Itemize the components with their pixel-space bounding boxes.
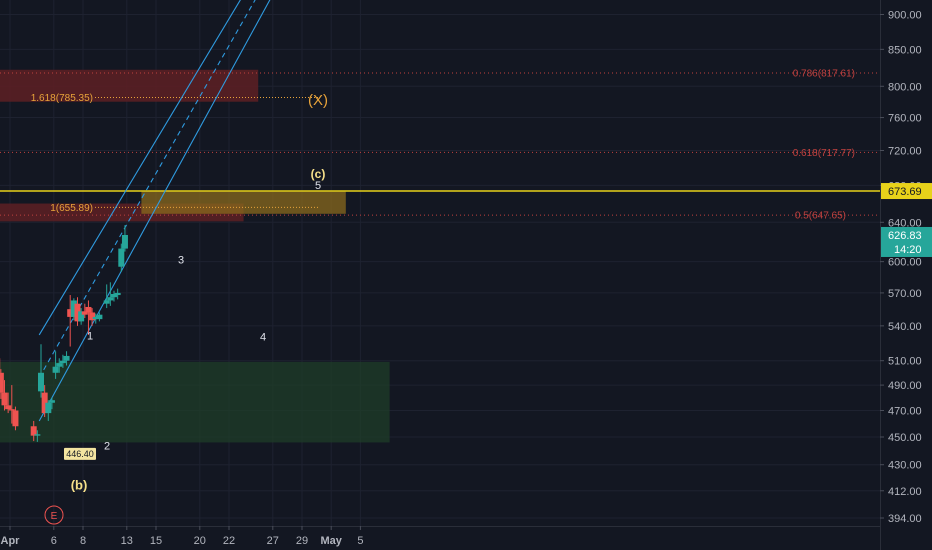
wave-labels-layer: 1 2 3 4 5(c) (X) (b) 446.40 E xyxy=(44,92,328,525)
candle-body xyxy=(48,400,55,403)
candle-body xyxy=(89,312,96,321)
price-tick-label: 510.00 xyxy=(888,356,922,368)
candle-body xyxy=(41,392,48,414)
candle-body xyxy=(30,426,37,436)
wave-label: 5 xyxy=(315,180,321,192)
price-tick-label: 850.00 xyxy=(888,44,922,56)
low-marker-box xyxy=(64,447,96,460)
zone-target xyxy=(141,191,346,214)
candle-body xyxy=(111,293,117,298)
current-price-tag xyxy=(881,226,932,257)
wave-label: (X) xyxy=(308,92,328,109)
time-tick-label: 5 xyxy=(357,535,363,547)
price-tick-label: 900.00 xyxy=(888,10,922,22)
current-price-label: 626.83 xyxy=(888,230,922,242)
time-tick-label: 13 xyxy=(121,535,133,547)
candle-body xyxy=(67,309,74,317)
time-tick-label: Apr xyxy=(1,535,21,547)
candle-body xyxy=(114,292,121,296)
zones-layer xyxy=(0,69,390,443)
candle-body xyxy=(107,297,114,301)
candle-body xyxy=(1,392,8,406)
price-tick-label: 640.00 xyxy=(888,217,922,229)
time-tick-label: 6 xyxy=(51,535,57,547)
price-tick-label: 430.00 xyxy=(888,460,922,472)
zone-demand xyxy=(0,361,390,443)
candle-body xyxy=(38,372,44,392)
time-tick-label: May xyxy=(320,535,342,547)
price-tick-label: 600.00 xyxy=(888,257,922,269)
price-tick-label: 800.00 xyxy=(888,81,922,93)
time-tick-label: 29 xyxy=(296,535,308,547)
candle-body xyxy=(74,303,81,322)
price-tick-label: 394.00 xyxy=(888,513,922,525)
low-marker-label: 446.40 xyxy=(66,449,94,459)
candle-body xyxy=(12,410,19,427)
event-marker-label: E xyxy=(51,511,58,522)
time-tick-label: 15 xyxy=(150,535,162,547)
candle-body xyxy=(56,363,63,367)
candle-body xyxy=(45,402,52,414)
candle-body xyxy=(92,316,99,320)
candle-body xyxy=(103,300,110,304)
wave-label: (c) xyxy=(311,167,326,181)
event-marker-circle xyxy=(44,505,64,525)
price-tick-label: 720.00 xyxy=(888,146,922,158)
candle-body xyxy=(121,234,128,249)
candle-body xyxy=(52,366,59,373)
price-tick-label: 490.00 xyxy=(888,380,922,392)
wave-label: 4 xyxy=(260,332,266,344)
candle-body xyxy=(85,306,92,313)
fib-label: 0.618(717.77) xyxy=(793,148,855,159)
candle-body xyxy=(5,405,12,410)
resistance-price-tag xyxy=(881,183,932,200)
fib-label: 1.618(785.35) xyxy=(31,93,93,104)
candle-body xyxy=(96,314,103,320)
price-tick-label: 412.00 xyxy=(888,486,922,498)
candle-body xyxy=(63,355,70,361)
wave-label: 2 xyxy=(104,440,110,452)
price-axis-background xyxy=(880,0,932,550)
price-tick-label: 760.00 xyxy=(888,113,922,125)
time-tick-label: 20 xyxy=(194,535,206,547)
price-tick-label: 540.00 xyxy=(888,321,922,333)
candle-body xyxy=(118,248,125,267)
candle-body xyxy=(81,311,88,315)
time-tick-label: 8 xyxy=(80,535,86,547)
fib-label: 0.5(647.65) xyxy=(795,211,846,222)
price-tick-label: 570.00 xyxy=(888,288,922,300)
price-tick-label: 450.00 xyxy=(888,432,922,444)
fib-label: 1(655.89) xyxy=(50,203,93,214)
time-axis-background xyxy=(0,526,880,550)
wave-label: (b) xyxy=(71,477,88,492)
candle-body xyxy=(70,300,77,317)
candle-body xyxy=(78,311,85,322)
candle-body xyxy=(8,409,15,411)
fib-label: 0.786(817.61) xyxy=(793,69,855,80)
channel-upper-line xyxy=(38,0,241,336)
resistance-price-label: 673.69 xyxy=(888,186,922,198)
zone-supply-upper xyxy=(0,69,259,102)
candle-body xyxy=(59,360,66,364)
time-tick-label: 22 xyxy=(223,535,235,547)
wave-label: 3 xyxy=(178,255,184,267)
wave-label: 1 xyxy=(87,331,93,343)
candles-layer xyxy=(0,225,128,442)
price-tick-label: 470.00 xyxy=(888,405,922,417)
candle-body xyxy=(0,372,4,393)
time-tick-label: 27 xyxy=(267,535,279,547)
candle-body xyxy=(34,434,41,436)
current-price-countdown: 14:20 xyxy=(894,244,922,256)
channel-lower-line xyxy=(38,0,271,422)
fib-levels-layer: 0.786(817.61) 0.618(717.77) 0.5(647.65) 1.6… xyxy=(0,69,880,222)
